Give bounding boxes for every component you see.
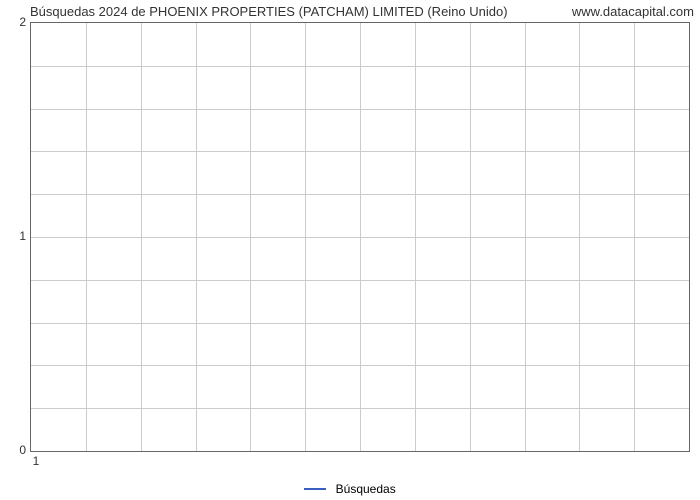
y-tick-label: 0 [6, 443, 26, 457]
grid-horizontal [31, 194, 689, 195]
y-tick-label: 2 [6, 15, 26, 29]
title-row: Búsquedas 2024 de PHOENIX PROPERTIES (PA… [30, 4, 694, 19]
x-tick-label: 1 [26, 454, 46, 468]
grid-horizontal [31, 323, 689, 324]
chart-container: Búsquedas 2024 de PHOENIX PROPERTIES (PA… [0, 0, 700, 500]
grid-horizontal [31, 408, 689, 409]
legend: Búsquedas [0, 481, 700, 496]
chart-source: www.datacapital.com [572, 4, 694, 19]
grid-horizontal [31, 151, 689, 152]
y-tick-label: 1 [6, 229, 26, 243]
chart-title: Búsquedas 2024 de PHOENIX PROPERTIES (PA… [30, 4, 508, 19]
legend-label: Búsquedas [336, 482, 396, 496]
legend-line-icon [304, 488, 326, 490]
grid-horizontal [31, 365, 689, 366]
grid-horizontal [31, 237, 689, 238]
grid-horizontal [31, 280, 689, 281]
plot-area [30, 22, 690, 452]
grid-horizontal [31, 109, 689, 110]
grid-horizontal [31, 66, 689, 67]
